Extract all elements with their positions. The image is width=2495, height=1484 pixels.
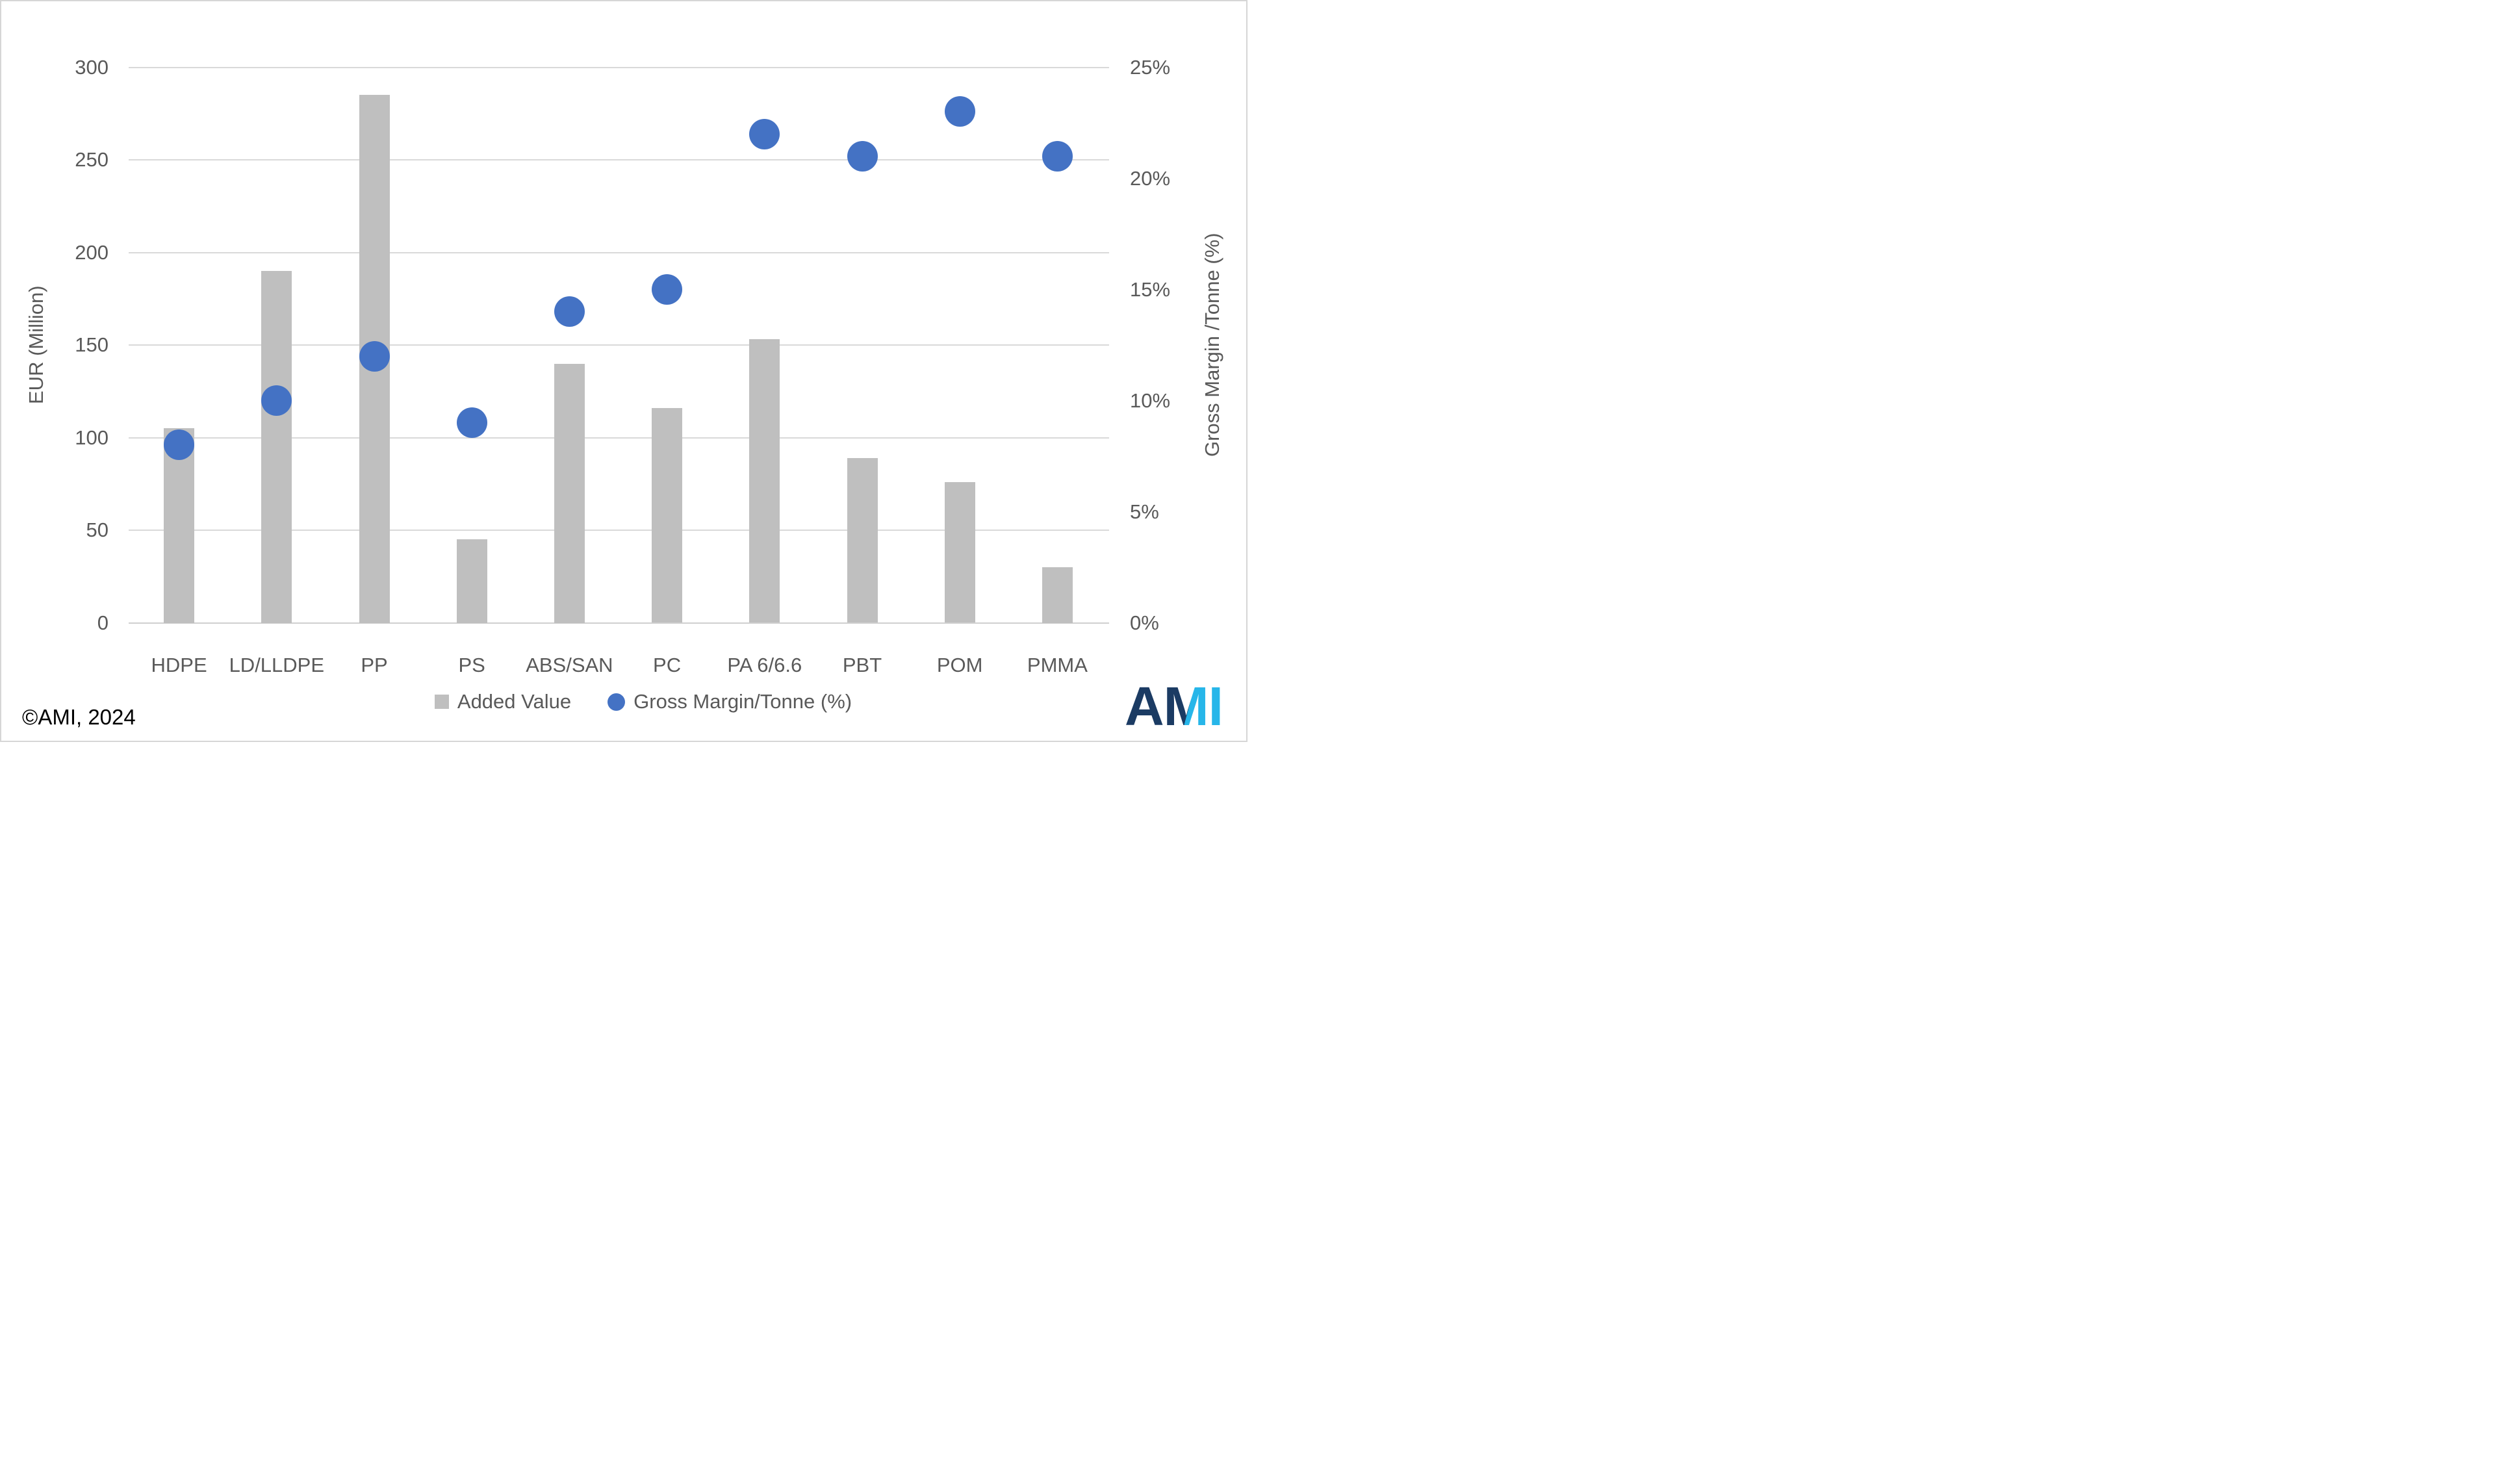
dot-pa-6-6-6 [749, 118, 780, 149]
gridline [129, 622, 1109, 624]
right-axis-tick: 15% [1130, 277, 1171, 301]
legend-marker-circle [608, 693, 626, 711]
bar-abs-san [554, 363, 585, 623]
bar-hdpe [164, 428, 195, 623]
logo-letter-i: I [1208, 676, 1223, 737]
x-axis-label: PA 6/6.6 [727, 654, 802, 676]
legend-marker-square [434, 695, 449, 709]
dot-pbt [847, 140, 878, 172]
bar-pa-6-6-6 [749, 339, 780, 623]
bar-pbt [847, 457, 878, 623]
legend-label: Added Value [457, 690, 572, 713]
dot-pom [944, 96, 975, 127]
bar-ps [456, 539, 487, 623]
gridline [129, 159, 1109, 160]
right-axis-tick: 20% [1130, 166, 1171, 190]
gridline [129, 251, 1109, 253]
gridline [129, 344, 1109, 346]
left-axis-tick: 0 [97, 611, 109, 634]
left-axis-tick: 100 [75, 426, 109, 449]
dot-pmma [1042, 140, 1073, 172]
legend: Added Value Gross Margin/Tonne (%) [19, 690, 1246, 713]
x-axis-label: PP [361, 654, 388, 676]
dot-ld-lldpe [261, 385, 292, 416]
dot-pp [359, 340, 390, 372]
right-axis-title: Gross Margin /Tonne (%) [1201, 233, 1223, 457]
ami-logo: AMI [1125, 679, 1223, 734]
left-axis-tick: 150 [75, 333, 109, 356]
dot-hdpe [164, 429, 195, 461]
legend-item: Added Value [434, 690, 572, 713]
x-axis-label: HDPE [151, 654, 207, 676]
bar-pom [944, 481, 975, 623]
x-axis-label: ABS/SAN [526, 654, 613, 676]
bar-pc [652, 407, 683, 623]
legend-label: Gross Margin/Tonne (%) [633, 690, 852, 713]
right-axis-tick: 5% [1130, 500, 1159, 523]
x-axis-label: PBT [842, 654, 882, 676]
left-axis-tick: 250 [75, 148, 109, 171]
bar-pmma [1042, 567, 1073, 623]
left-axis-tick: 50 [86, 518, 109, 541]
x-axis-label: PS [458, 654, 485, 676]
left-axis-title: EUR (Million) [25, 285, 47, 405]
dot-ps [456, 407, 487, 439]
left-axis-tick: 200 [75, 240, 109, 264]
dot-pc [652, 274, 683, 305]
chart-frame: 300 250 200 150 100 50 0 25% 20% 15% 10% 5% 0% HDPE LD… [0, 0, 1248, 742]
dot-abs-san [554, 296, 585, 327]
right-axis-tick: 0% [1130, 611, 1159, 634]
legend-item: Gross Margin/Tonne (%) [608, 690, 852, 713]
logo-letter-m: M [1163, 676, 1209, 737]
right-axis-tick: 10% [1130, 389, 1171, 412]
bar-ld-lldpe [261, 271, 292, 623]
right-axis-tick: 25% [1130, 55, 1171, 79]
gridline [129, 530, 1109, 531]
x-axis-label: PMMA [1027, 654, 1088, 676]
copyright-text: ©AMI, 2024 [22, 705, 136, 729]
logo-letter-a: A [1125, 676, 1164, 737]
gridline [129, 66, 1109, 68]
x-axis-label: POM [936, 654, 983, 676]
x-axis-label: LD/LLDPE [229, 654, 325, 676]
x-axis-label: PC [653, 654, 682, 676]
gridline [129, 437, 1109, 439]
left-axis-tick: 300 [75, 55, 109, 79]
